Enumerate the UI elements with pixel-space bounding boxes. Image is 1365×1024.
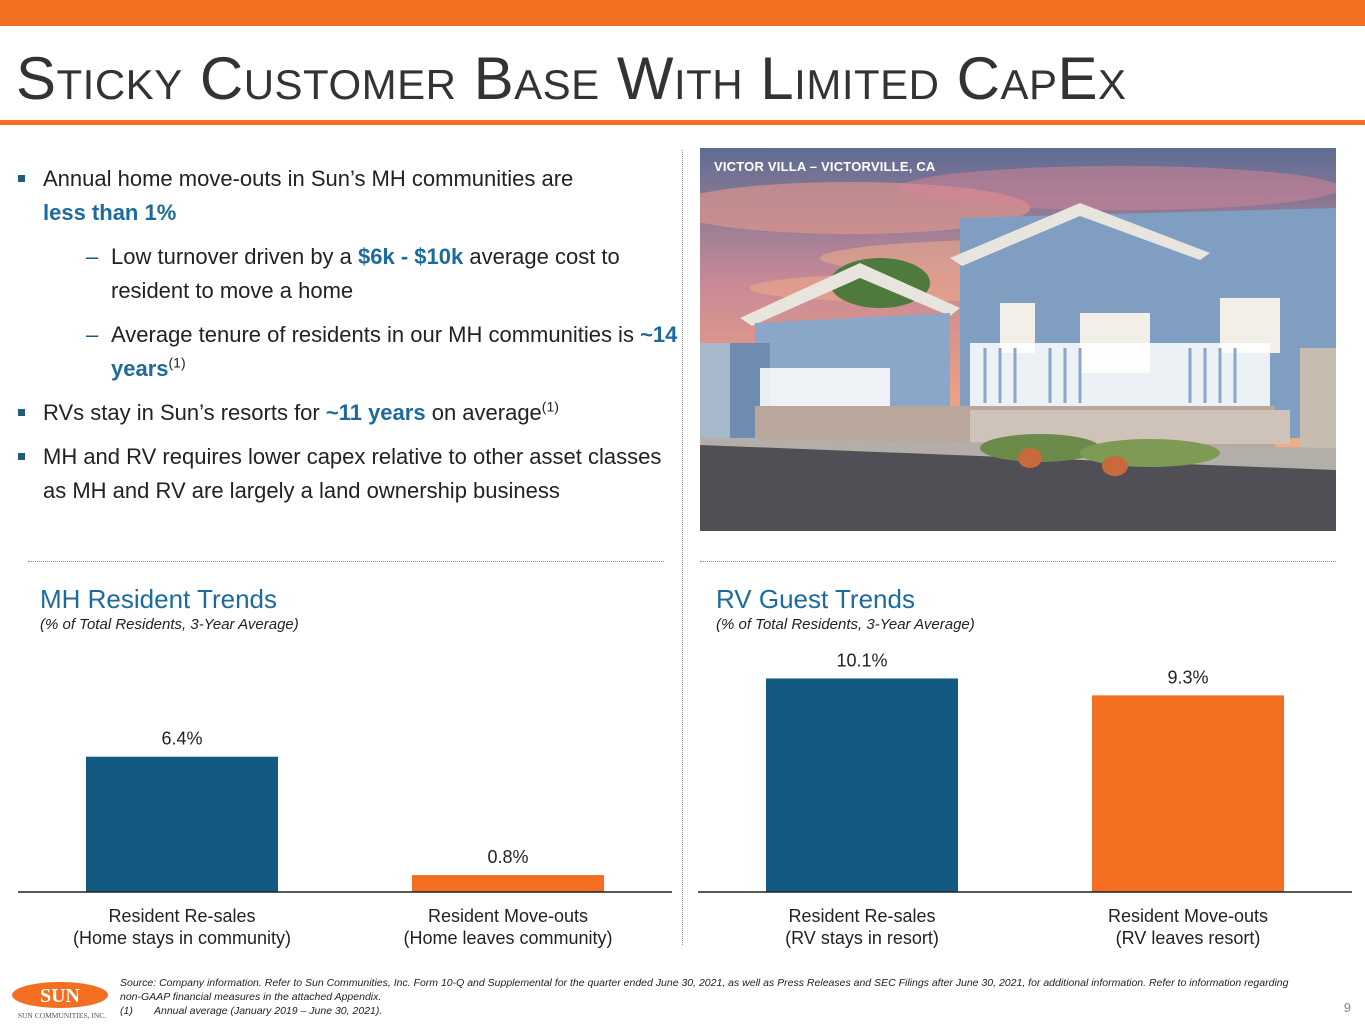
page-title: Sticky Customer Base With Limited CapEx bbox=[16, 45, 1127, 112]
footnote-number: (1) bbox=[120, 1005, 133, 1017]
bullet-move-outs: Annual home move-outs in Sun’s MH commun… bbox=[18, 162, 678, 230]
bar-value-label: 9.3% bbox=[1167, 667, 1208, 687]
category-label: Resident Re-sales bbox=[108, 906, 255, 926]
category-label: Resident Move-outs bbox=[428, 906, 588, 926]
top-accent-bar bbox=[0, 0, 1365, 26]
logo-subtitle: SUN COMMUNITIES, INC. bbox=[18, 1011, 106, 1020]
bar-re-sales bbox=[86, 756, 278, 892]
category-label: (RV stays in resort) bbox=[785, 928, 939, 948]
source-footnote: Source: Company information. Refer to Su… bbox=[120, 976, 1300, 1018]
square-bullet-icon bbox=[18, 453, 25, 460]
footnote-ref: (1) bbox=[541, 398, 559, 415]
square-bullet-icon bbox=[18, 175, 25, 182]
category-label: Resident Re-sales bbox=[788, 906, 935, 926]
photo-illustration bbox=[700, 148, 1336, 531]
logo-sun-icon bbox=[12, 982, 108, 1008]
logo-word: SUN bbox=[40, 985, 81, 1007]
bar-value-label: 6.4% bbox=[161, 729, 202, 749]
footnote-ref: (1) bbox=[168, 354, 186, 371]
footnote-1: (1) Annual average (January 2019 – June … bbox=[120, 1004, 1300, 1018]
mh-chart-subtitle: (% of Total Residents, 3-Year Average) bbox=[40, 616, 299, 633]
sub-bullet-turnover: – Low turnover driven by a $6k - $10k av… bbox=[18, 240, 678, 308]
left-section-divider bbox=[28, 561, 664, 562]
sun-communities-logo: SUN SUN COMMUNITIES, INC. bbox=[12, 982, 108, 1020]
bullet-capex: MH and RV requires lower capex relative … bbox=[18, 440, 678, 508]
photo-caption: VICTOR VILLA – VICTORVILLE, CA bbox=[714, 159, 936, 174]
dash-bullet-icon: – bbox=[86, 322, 99, 347]
footnote-text: Annual average (January 2019 – June 30, … bbox=[154, 1005, 383, 1017]
bar-move-outs bbox=[412, 875, 604, 892]
category-label: (Home stays in community) bbox=[73, 928, 291, 948]
bar-value-label: 0.8% bbox=[487, 847, 528, 867]
category-label: (RV leaves resort) bbox=[1116, 928, 1261, 948]
rv-chart-subtitle: (% of Total Residents, 3-Year Average) bbox=[716, 616, 975, 633]
dash-bullet-icon: – bbox=[86, 244, 99, 269]
category-label: Resident Move-outs bbox=[1108, 906, 1268, 926]
highlight-cost: $6k - $10k bbox=[358, 244, 464, 269]
rv-chart-title: RV Guest Trends bbox=[716, 584, 915, 614]
mh-chart-title: MH Resident Trends bbox=[40, 584, 277, 614]
rv-guest-trends-chart: 10.1% Resident Re-sales(RV stays in resor… bbox=[698, 650, 1352, 948]
bullet-rv-stay: RVs stay in Sun’s resorts for ~11 years … bbox=[18, 396, 678, 430]
square-bullet-icon bbox=[18, 409, 25, 416]
bullet-list: Annual home move-outs in Sun’s MH commun… bbox=[18, 162, 678, 518]
highlight-rv-years: ~11 years bbox=[325, 400, 426, 425]
source-text: Source: Company information. Refer to Su… bbox=[120, 977, 1289, 1003]
page-number: 9 bbox=[1343, 1000, 1351, 1015]
right-section-divider bbox=[700, 561, 1336, 562]
mh-resident-trends-chart: 6.4% Resident Re-sales(Home stays in comm… bbox=[18, 729, 672, 948]
highlight-tenure: ~14 years bbox=[111, 322, 678, 381]
highlight-less-than-1: less than 1% bbox=[43, 200, 177, 225]
vertical-divider bbox=[682, 150, 683, 945]
category-label: (Home leaves community) bbox=[403, 928, 612, 948]
sub-bullet-tenure: – Average tenure of residents in our MH … bbox=[18, 318, 678, 386]
community-photo: VICTOR VILLA – VICTORVILLE, CA bbox=[700, 148, 1336, 531]
bar-value-label: 10.1% bbox=[836, 650, 887, 670]
title-divider bbox=[0, 120, 1365, 125]
bar-move-outs bbox=[1092, 695, 1284, 892]
bar-re-sales bbox=[766, 678, 958, 892]
